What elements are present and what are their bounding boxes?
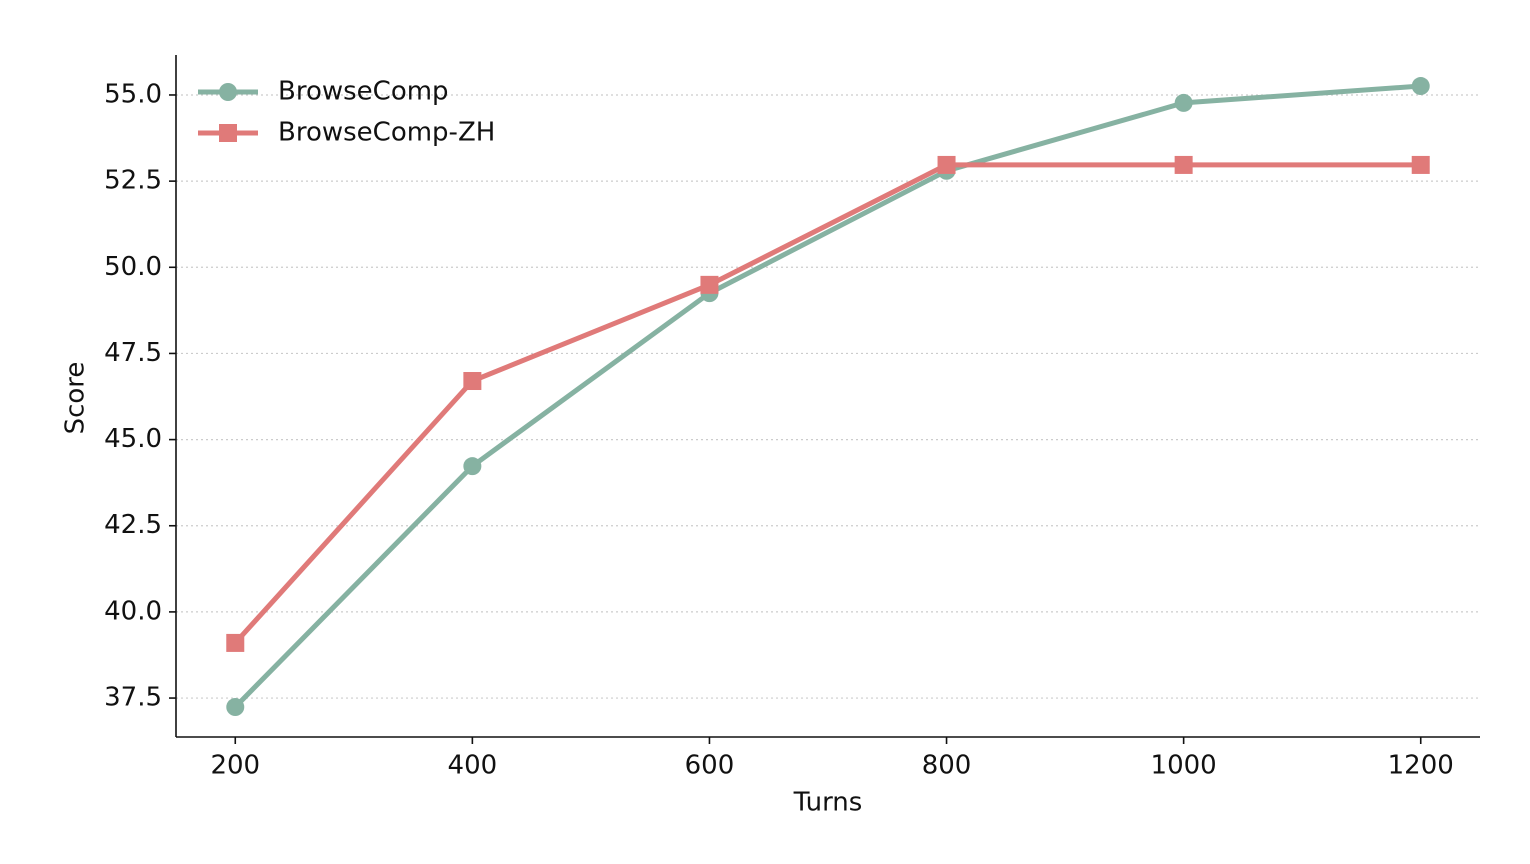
x-tick-label: 600 (685, 751, 735, 781)
data-point (1411, 77, 1430, 96)
data-point (937, 155, 956, 174)
y-tick-label: 40.0 (104, 596, 162, 626)
x-tick-label: 200 (210, 751, 260, 781)
y-tick-label: 55.0 (104, 79, 162, 109)
x-tick-label: 400 (448, 751, 498, 781)
series-line (233, 83, 1421, 709)
y-axis-label: Score (61, 362, 91, 435)
data-point (226, 698, 245, 717)
data-point (463, 372, 482, 391)
y-tick-label: 45.0 (104, 424, 162, 454)
x-tick-label: 800 (922, 751, 972, 781)
y-tick-label: 52.5 (104, 166, 162, 196)
series-line (233, 162, 1421, 645)
data-point (226, 633, 245, 652)
data-point (463, 457, 482, 476)
y-tick-label: 37.5 (104, 683, 162, 713)
x-tick-label: 1200 (1388, 751, 1454, 781)
y-tick-label: 50.0 (104, 252, 162, 282)
legend-marker (219, 124, 237, 142)
x-axis-label: Turns (793, 788, 863, 818)
legend-label: BrowseComp-ZH (278, 118, 495, 148)
data-point (1411, 155, 1430, 174)
data-point (1174, 93, 1193, 112)
x-tick-label: 1000 (1151, 751, 1217, 781)
legend-label: BrowseComp (278, 77, 449, 107)
data-point (1174, 155, 1193, 174)
data-point (700, 275, 719, 294)
y-tick-label: 47.5 (104, 338, 162, 368)
y-tick-label: 42.5 (104, 510, 162, 540)
legend-marker (219, 83, 237, 101)
